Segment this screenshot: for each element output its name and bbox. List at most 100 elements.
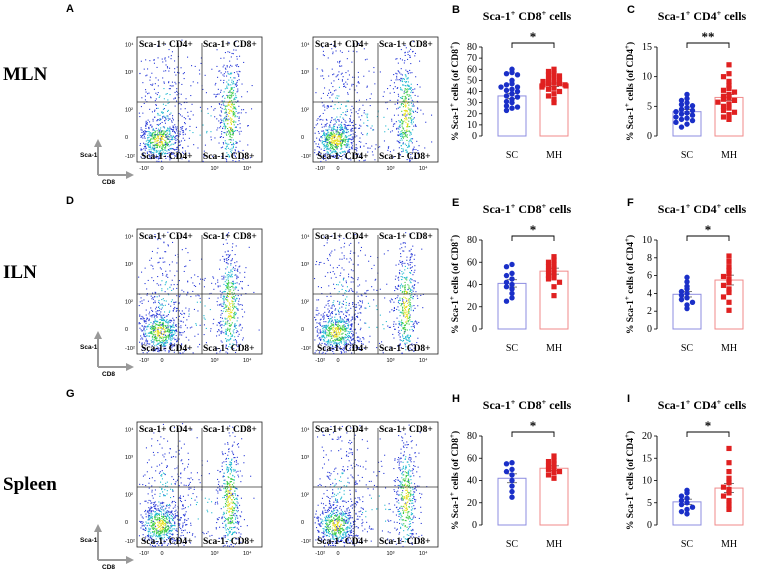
panel-letter-B: B	[452, 4, 460, 16]
data-point-sc	[514, 88, 521, 95]
data-point-mh	[726, 307, 732, 313]
x-tick-label: 10⁴	[243, 357, 252, 364]
data-point-sc	[678, 106, 685, 113]
flow-plot-iln-mh: Sca-1+ CD4+ Sca-1+ CD8+ Sca-1- CD4+ Sca-1- …	[301, 228, 439, 364]
data-point-mh	[731, 89, 738, 95]
data-point-sc	[514, 72, 521, 78]
data-point-sc	[678, 116, 685, 123]
data-point-mh	[720, 87, 727, 93]
y-tick-label: 10	[467, 120, 477, 131]
data-point-sc	[684, 295, 690, 301]
data-point-sc	[509, 466, 515, 473]
row-label-iln: ILN	[3, 262, 37, 283]
x-category-label: SC	[506, 343, 519, 354]
data-point-mh	[720, 74, 727, 80]
y-tick-label: 0	[125, 135, 128, 141]
x-axis-name: CD8	[102, 179, 115, 186]
quadrant-label-sca1pos-cd4: Sca-1+ CD4+	[315, 425, 369, 435]
bar-chart-C: C Sca-1+ CD4+ cells 0 5 10 15 % Sca-1+ cells (…	[623, 4, 747, 161]
x-axis-name: CD8	[102, 564, 115, 571]
bar-chart-F: F Sca-1+ CD4+ cells 0 2 4 6 8 10 % Sca-1+ cells …	[623, 197, 747, 354]
data-point-mh	[551, 85, 557, 91]
chart-title: Sca-1+ CD4+ cells	[658, 9, 747, 24]
data-point-mh	[551, 275, 557, 281]
panel-letter-I: I	[627, 393, 630, 405]
data-point-sc	[503, 468, 510, 475]
data-point-mh	[545, 273, 552, 279]
x-tick-label: 0	[161, 166, 164, 172]
y-tick-label: -10²	[301, 539, 311, 545]
significance-bracket	[686, 235, 730, 241]
data-point-sc	[503, 107, 510, 114]
y-tick-label: 0	[125, 327, 128, 333]
data-point-mh	[563, 83, 569, 89]
x-category-label: SC	[506, 150, 519, 161]
bar-chart-H: H Sca-1+ CD8+ cells 0 20 40 60 80 % Sca-1+ cell…	[448, 393, 572, 550]
y-tick-label: 0	[647, 324, 652, 335]
flow-frame	[312, 421, 439, 548]
y-tick-label: 10⁴	[125, 427, 134, 434]
data-point-sc	[678, 292, 685, 298]
y-tick-label: 0	[472, 520, 477, 531]
y-tick-label: 0	[301, 520, 304, 526]
y-axis-label: % Sca-1+ cells (of CD8+)	[448, 431, 461, 530]
axis-arrows-iln: Sca-1 CD8	[80, 331, 134, 378]
data-point-sc	[509, 81, 515, 87]
y-tick-label: 50	[467, 75, 477, 86]
x-tick-label: 10⁴	[243, 550, 252, 557]
data-point-mh	[551, 284, 557, 290]
y-tick-label: 10⁴	[125, 234, 134, 241]
y-tick-label: 10⁴	[301, 427, 310, 434]
data-point-sc	[509, 460, 515, 466]
x-tick-label: -10²	[315, 166, 325, 172]
x-category-label: MH	[721, 539, 737, 550]
data-point-mh	[545, 276, 552, 282]
data-point-sc	[673, 108, 679, 115]
x-tick-label: -10²	[139, 551, 149, 557]
y-tick-label: 60	[467, 64, 477, 75]
chart-title: Sca-1+ CD8+ cells	[483, 9, 572, 24]
flow-frame	[136, 36, 263, 163]
y-tick-label: 0	[301, 135, 304, 141]
data-point-sc	[509, 86, 515, 92]
data-point-mh	[551, 461, 557, 467]
data-point-sc	[503, 272, 510, 279]
data-point-mh	[551, 293, 557, 299]
y-tick-label: 10	[642, 476, 652, 487]
data-point-mh	[551, 254, 557, 260]
data-point-mh	[720, 114, 727, 120]
y-axis-name: Sca-1	[80, 537, 98, 544]
significance-marker: *	[705, 418, 712, 433]
quadrant-label-sca1neg-cd4: Sca-1- CD4+	[317, 152, 369, 162]
y-tick-label: 10	[642, 235, 652, 246]
quadrant-label-sca1neg-cd4: Sca-1- CD4+	[141, 537, 193, 547]
y-tick-label: 40	[467, 280, 477, 291]
chart-title: Sca-1+ CD4+ cells	[658, 202, 747, 217]
y-tick-label: 5	[647, 101, 652, 112]
data-point-sc	[503, 284, 510, 290]
y-tick-label: 5	[647, 498, 652, 509]
quadrant-label-sca1neg-cd4: Sca-1- CD4+	[317, 537, 369, 547]
x-tick-label: 10³	[387, 358, 395, 364]
data-point-sc	[509, 472, 515, 478]
y-tick-label: 6	[647, 271, 652, 282]
x-tick-label: 0	[337, 358, 340, 364]
data-point-sc	[689, 117, 696, 124]
data-point-mh	[726, 95, 732, 101]
data-point-mh	[720, 273, 727, 280]
data-point-mh	[556, 73, 563, 79]
y-tick-label: 10³	[301, 70, 309, 76]
significance-bracket	[686, 431, 730, 437]
x-tick-label: 10³	[211, 166, 219, 172]
data-point-sc	[503, 461, 510, 467]
data-point-mh	[540, 78, 546, 85]
significance-bracket	[511, 431, 555, 437]
arrowhead-icon	[94, 331, 102, 339]
y-tick-label: 10²	[301, 493, 309, 499]
data-point-mh	[545, 86, 552, 92]
data-point-mh	[545, 68, 552, 75]
data-point-mh	[726, 486, 732, 492]
data-point-sc	[509, 105, 515, 111]
data-point-mh	[551, 96, 557, 102]
data-point-mh	[551, 475, 557, 481]
